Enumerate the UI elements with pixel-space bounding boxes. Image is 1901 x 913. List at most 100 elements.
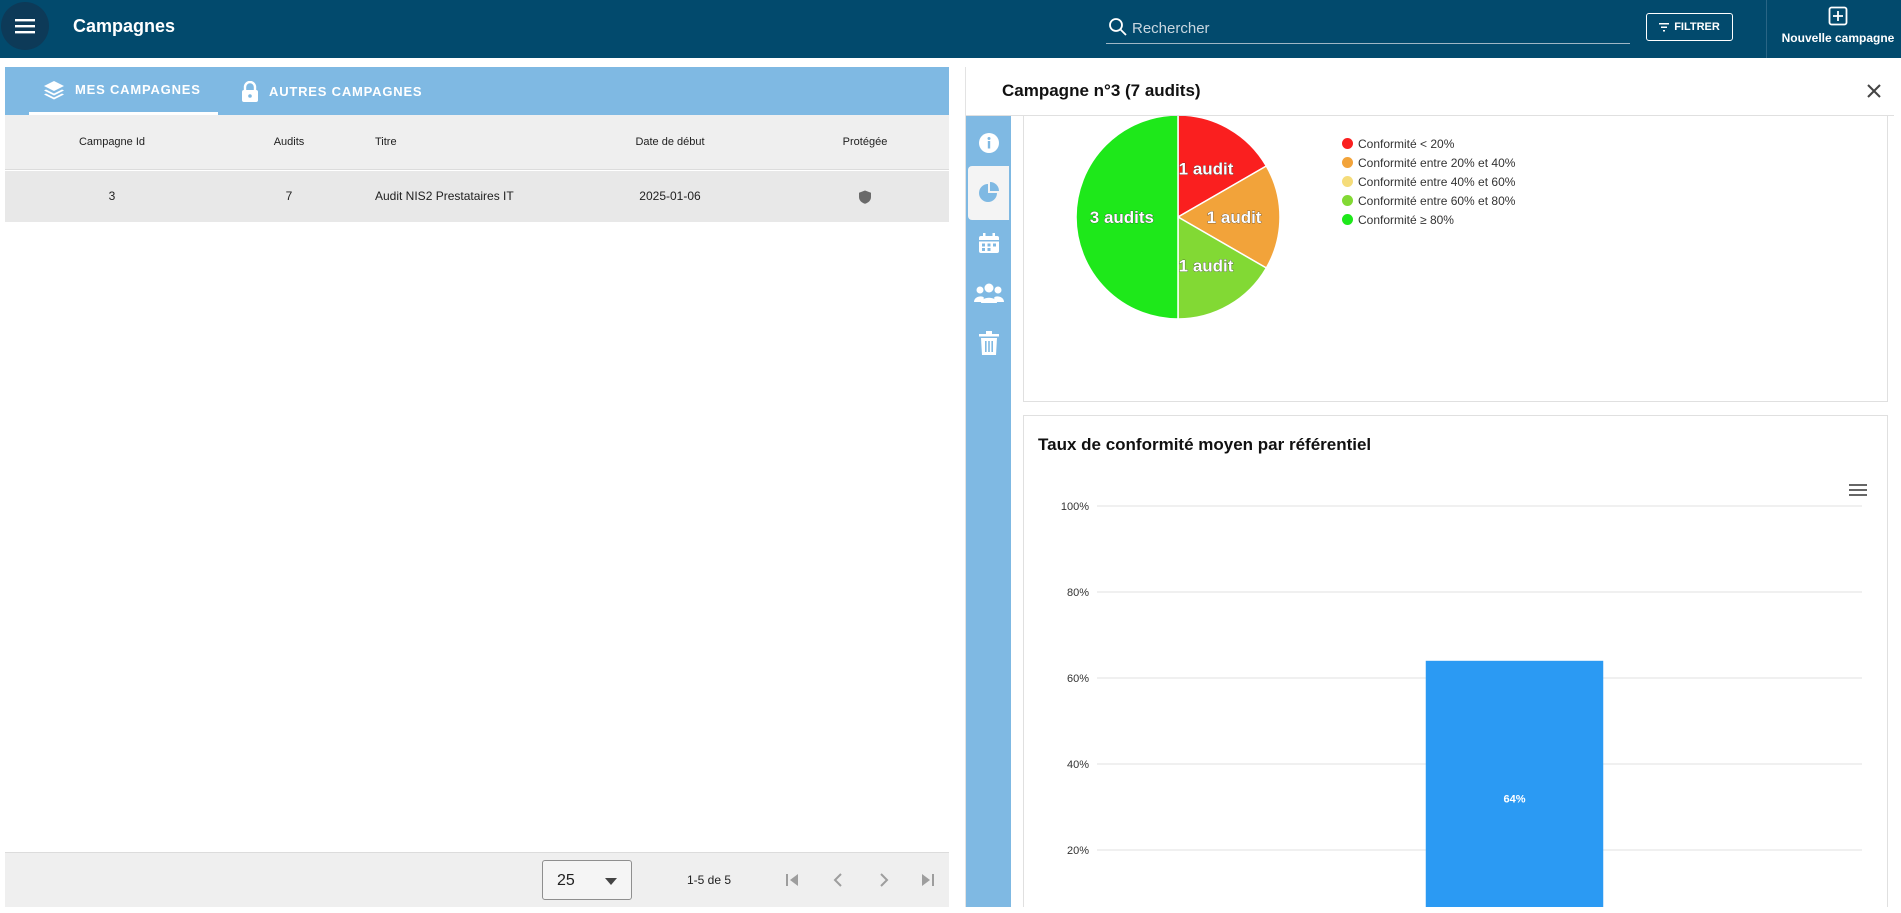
legend-item[interactable]: Conformité entre 60% et 80% [1342,191,1515,210]
y-tick-label: 40% [1067,759,1089,771]
legend-item[interactable]: Conformité ≥ 80% [1342,210,1515,229]
info-icon [978,133,999,153]
new-campaign-button[interactable]: Nouvelle campagne [1775,6,1901,52]
layers-icon [44,80,64,99]
next-page-button[interactable] [873,869,895,891]
previous-page-button[interactable] [827,869,849,891]
pie-slice [1075,116,1179,320]
campaign-detail-panel: Campagne n°3 (7 audits) 1 audit 1 audit 1 … [965,67,1894,907]
campaign-tabs: MES CAMPAGNES AUTRES CAMPAGNES [5,67,949,115]
legend-item[interactable]: Conformité entre 40% et 60% [1342,172,1515,191]
legend-dot [1342,176,1353,187]
chart-menu-button[interactable] [1849,484,1867,498]
legend-label: Conformité entre 60% et 80% [1358,193,1516,208]
pie-chart: 1 audit 1 audit 1 audit 3 audits [1075,116,1281,320]
nav-participants[interactable] [966,266,1011,320]
bar-chart-card: Taux de conformité moyen par référentiel… [1023,415,1888,907]
cell-start-date: 2025-01-06 [639,189,701,203]
first-page-button[interactable] [781,869,803,891]
y-tick-label: 80% [1067,587,1089,599]
trash-icon [978,331,999,355]
chevron-right-icon [880,873,889,887]
legend-item[interactable]: Conformité entre 20% et 40% [1342,153,1515,172]
filter-label: FILTRER [1674,21,1720,33]
filter-button[interactable]: FILTRER [1646,13,1733,41]
nav-calendar[interactable] [966,216,1011,270]
caret-down-icon [605,878,617,885]
legend-dot [1342,157,1353,168]
detail-side-nav [966,116,1011,907]
header-divider [1766,0,1767,58]
detail-title: Campagne n°3 (7 audits) [1002,81,1201,100]
hamburger-icon [15,19,35,34]
column-header-id[interactable]: Campagne Id [78,136,146,148]
pie-slice-label: 1 audit [1179,159,1234,178]
nav-statistics[interactable] [968,166,1009,220]
legend-dot [1342,138,1353,149]
cell-protected [859,190,872,204]
column-header-titre[interactable]: Titre [375,136,397,148]
pie-slice-label: 1 audit [1179,257,1234,276]
cell-title: Audit NIS2 Prestataires IT [375,189,514,203]
close-icon [1867,84,1881,98]
shield-icon [859,190,871,204]
tab-mes-campagnes[interactable]: MES CAMPAGNES [29,67,218,115]
menu-button[interactable] [1,2,49,50]
bar-chart-title: Taux de conformité moyen par référentiel [1038,435,1372,454]
legend-label: Conformité ≥ 80% [1358,212,1454,227]
nav-delete[interactable] [966,316,1011,370]
page-size-value: 25 [557,872,575,889]
pie-slice [1177,215,1268,320]
column-header-date[interactable]: Date de début [635,136,705,148]
search-input[interactable] [1132,16,1612,40]
first-page-icon [786,874,798,886]
pie-chart-card: 1 audit 1 audit 1 audit 3 audits Conformité… [1023,116,1888,402]
legend-label: Conformité entre 40% et 60% [1358,174,1516,189]
calendar-icon [978,233,999,253]
y-tick-label: 60% [1067,673,1089,685]
campaigns-panel: MES CAMPAGNES AUTRES CAMPAGNES Campagne … [5,67,949,907]
table-header: Campagne Id Audits Titre Date de début P… [5,115,949,170]
cell-id: 3 [108,189,116,203]
search-box [1106,14,1630,44]
column-header-protegee[interactable]: Protégée [842,136,888,148]
page-range: 1-5 de 5 [687,873,732,887]
tab-autres-campagnes[interactable]: AUTRES CAMPAGNES [227,67,436,115]
bar [1425,660,1604,907]
column-header-audits[interactable]: Audits [273,136,305,148]
cell-audits: 7 [285,189,293,203]
search-icon [1109,18,1127,36]
nav-info[interactable] [966,116,1011,170]
detail-header: Campagne n°3 (7 audits) [966,67,1894,116]
lock-icon [242,80,258,102]
legend-item[interactable]: Conformité < 20% [1342,134,1515,153]
legend-dot [1342,214,1353,225]
chevron-left-icon [833,873,842,887]
last-page-icon [922,874,934,886]
pie-slice [1177,116,1268,219]
legend-label: Conformité < 20% [1358,136,1455,151]
pie-legend: Conformité < 20% Conformité entre 20% et… [1342,134,1515,229]
users-icon [973,283,1004,303]
pagination-bar: 25 1-5 de 5 [5,852,949,907]
y-tick-label: 20% [1067,845,1089,857]
top-bar: Campagnes FILTRER Nouvelle campagne [0,0,1901,58]
page-title: Campagnes [73,16,176,36]
tab-label: AUTRES CAMPAGNES [269,83,423,99]
legend-dot [1342,195,1353,206]
close-button[interactable] [1864,81,1884,101]
last-page-button[interactable] [917,869,939,891]
legend-label: Conformité entre 20% et 40% [1358,155,1516,170]
filter-icon [1659,22,1670,31]
bar-value-label: 64% [1503,793,1525,805]
table-row[interactable]: 3 7 Audit NIS2 Prestataires IT 2025-01-0… [5,171,949,222]
add-box-icon [1828,6,1848,26]
pie-slice-label: 3 audits [1090,208,1154,227]
y-tick-label: 100% [1061,501,1089,513]
tab-label: MES CAMPAGNES [75,82,201,97]
bar-chart: 20% 40% 60% 80% 100% 64% [1061,501,1862,907]
new-campaign-label: Nouvelle campagne [1781,31,1895,45]
pie-slice [1176,164,1281,270]
page-size-select[interactable]: 25 [542,860,632,900]
pie-chart-icon [978,182,999,202]
